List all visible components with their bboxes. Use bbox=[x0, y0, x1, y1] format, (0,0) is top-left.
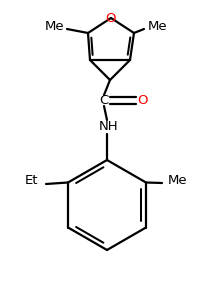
Text: Me: Me bbox=[168, 174, 188, 187]
Text: Me: Me bbox=[45, 20, 65, 32]
Text: O: O bbox=[138, 94, 148, 106]
Text: O: O bbox=[106, 11, 116, 24]
Text: C: C bbox=[99, 94, 109, 106]
Text: Et: Et bbox=[25, 174, 39, 187]
Text: NH: NH bbox=[99, 121, 119, 133]
Text: Me: Me bbox=[148, 20, 168, 32]
